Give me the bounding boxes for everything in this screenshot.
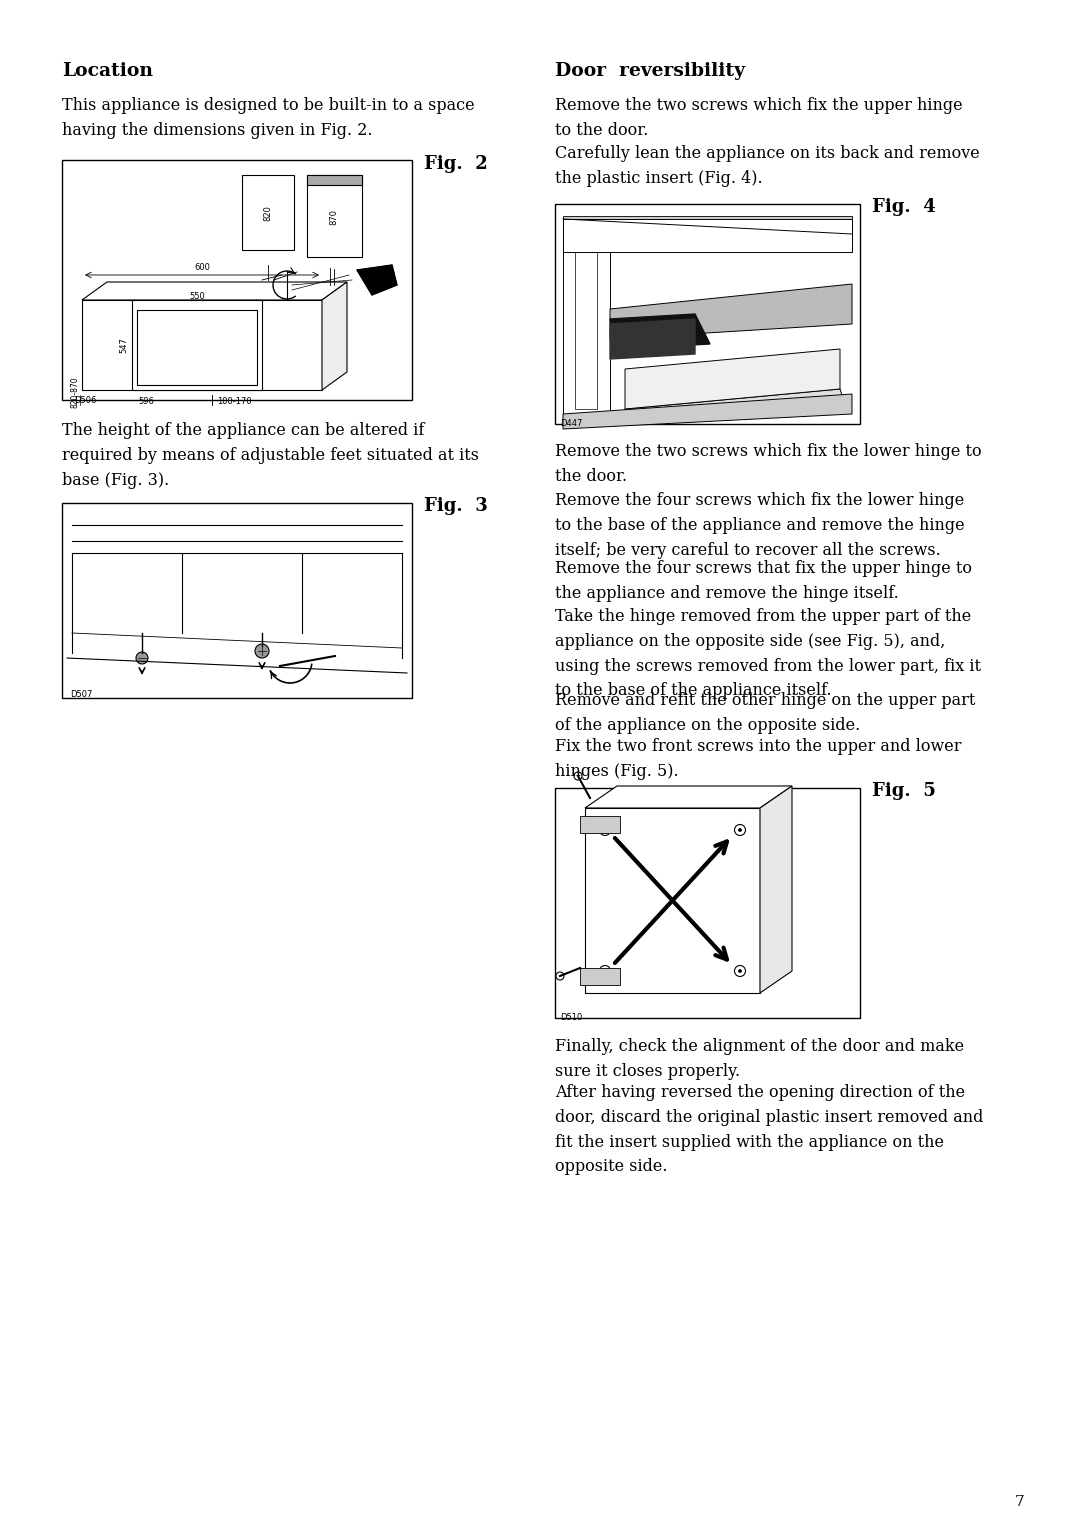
Circle shape [739,828,742,831]
Polygon shape [82,283,347,299]
Text: Remove the four screws that fix the upper hinge to
the appliance and remove the : Remove the four screws that fix the uppe… [555,559,972,602]
Text: 550: 550 [189,292,205,301]
Text: 7: 7 [1015,1494,1025,1510]
Circle shape [136,652,148,665]
Text: Remove the four screws which fix the lower hinge
to the base of the appliance an: Remove the four screws which fix the low… [555,492,964,559]
Text: Fig.  4: Fig. 4 [872,199,935,215]
Text: 596: 596 [138,397,154,406]
Bar [137,310,257,385]
Text: Carefully lean the appliance on its back and remove
the plastic insert (Fig. 4).: Carefully lean the appliance on its back… [555,145,980,186]
Text: D506: D506 [75,396,96,405]
Text: 870: 870 [329,209,338,225]
Bar [62,160,411,400]
Polygon shape [625,390,845,419]
Polygon shape [760,785,792,993]
Text: Fig.  2: Fig. 2 [424,154,488,173]
Polygon shape [580,969,620,986]
Bar [307,176,362,185]
Text: 820: 820 [264,205,272,222]
Polygon shape [610,313,710,348]
Polygon shape [563,394,852,429]
Bar [307,176,362,257]
Text: D447: D447 [561,419,582,428]
Text: Fig.  3: Fig. 3 [424,497,488,515]
Bar [555,788,860,1018]
Text: 600: 600 [194,263,210,272]
Circle shape [604,828,607,831]
Circle shape [604,969,607,972]
Circle shape [599,966,610,976]
Circle shape [739,969,742,972]
Polygon shape [610,284,852,339]
Bar [132,299,262,390]
Text: D510: D510 [561,1013,582,1022]
Bar [62,503,411,698]
Circle shape [599,825,610,836]
Text: Fig.  5: Fig. 5 [872,782,936,801]
Polygon shape [580,816,620,833]
Text: Remove the two screws which fix the upper hinge
to the door.: Remove the two screws which fix the uppe… [555,96,962,139]
Text: Remove and refit the other hinge on the upper part
of the appliance on the oppos: Remove and refit the other hinge on the … [555,692,975,733]
Polygon shape [575,222,597,410]
Circle shape [556,972,564,979]
Text: 820-870: 820-870 [70,376,79,408]
Circle shape [734,825,745,836]
Polygon shape [585,785,792,808]
Text: This appliance is designed to be built-in to a space
having the dimensions given: This appliance is designed to be built-i… [62,96,474,139]
Text: 100-170: 100-170 [217,397,252,406]
Text: Finally, check the alignment of the door and make
sure it closes properly.: Finally, check the alignment of the door… [555,1038,964,1080]
Polygon shape [610,319,696,359]
Text: Remove the two screws which fix the lower hinge to
the door.: Remove the two screws which fix the lowe… [555,443,982,484]
Polygon shape [625,348,840,410]
Bar [242,176,294,251]
Polygon shape [357,264,397,295]
Circle shape [573,772,582,779]
Text: After having reversed the opening direction of the
door, discard the original pl: After having reversed the opening direct… [555,1083,984,1175]
Bar [585,808,760,993]
Text: Fix the two front screws into the upper and lower
hinges (Fig. 5).: Fix the two front screws into the upper … [555,738,961,779]
Bar [82,299,322,390]
Text: Location: Location [62,63,153,79]
Text: Take the hinge removed from the upper part of the
appliance on the opposite side: Take the hinge removed from the upper pa… [555,608,981,700]
Polygon shape [563,219,852,252]
Polygon shape [322,283,347,390]
Bar [555,205,860,423]
Circle shape [734,966,745,976]
Text: D507: D507 [70,691,93,698]
Text: 547: 547 [120,338,129,353]
Text: The height of the appliance can be altered if
required by means of adjustable fe: The height of the appliance can be alter… [62,422,480,489]
Text: Door  reversibility: Door reversibility [555,63,745,79]
Circle shape [255,643,269,659]
Polygon shape [563,219,610,414]
Bar [563,215,852,234]
